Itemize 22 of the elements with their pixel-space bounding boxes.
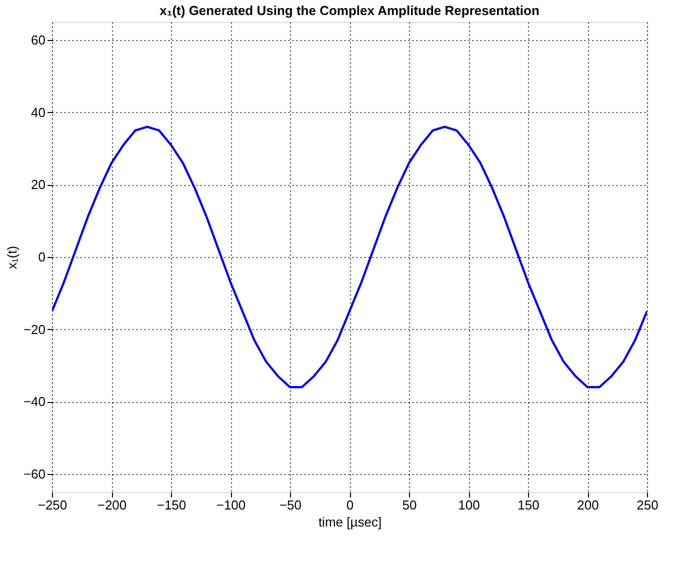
line-series [52,126,647,388]
chart-title: x₁(t) Generated Using the Complex Amplitude Representation [160,3,540,18]
y-tick-label: 40 [31,104,46,120]
x-tick-label: −100 [216,498,246,512]
x-axis-title: time [µsec] [318,514,382,530]
y-tick-label: −40 [23,394,46,410]
x-tick-label: 200 [577,498,599,512]
y-tick-label: 0 [38,250,46,264]
x-tick-label: 50 [402,498,417,512]
x-tick-label: −50 [279,498,302,512]
x-tick-label: −250 [38,498,68,512]
x-tick-label: 100 [458,498,480,512]
x-tick-label: −200 [97,498,127,512]
y-tick-label: 60 [31,32,46,48]
x-tick-label: 250 [636,498,658,512]
x-tick-label: −150 [156,498,186,512]
x-tick-label: 150 [518,498,540,512]
y-axis-title: x₁(t) [4,246,20,270]
y-tick-label: −20 [23,322,46,337]
y-tick-label: −60 [23,466,46,482]
x-tick-label: 0 [346,498,354,512]
y-tick-label: 20 [31,177,46,192]
